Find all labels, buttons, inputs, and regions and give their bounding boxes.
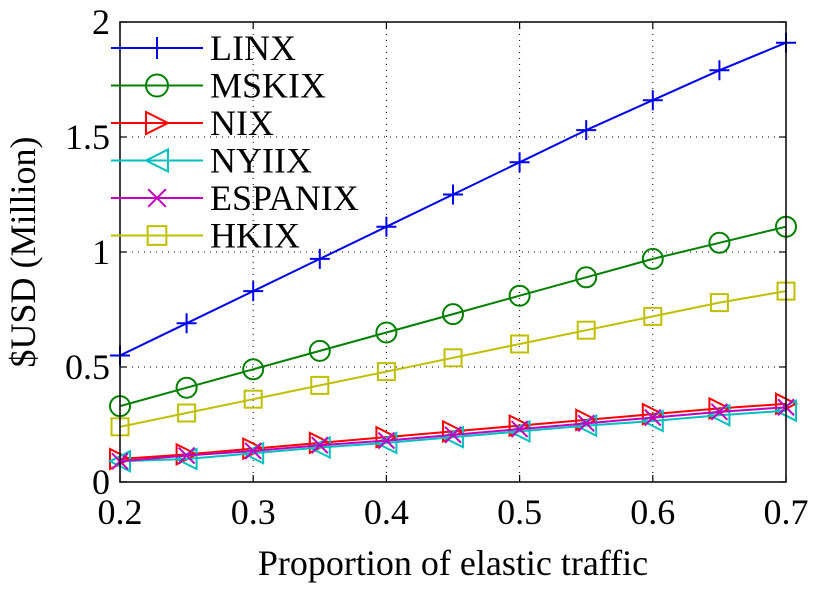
triangle-right-marker — [641, 402, 666, 426]
square-marker — [709, 293, 729, 313]
legend-item-espanix: ESPANIX — [111, 178, 359, 218]
x-marker — [444, 426, 462, 444]
triangle-left-marker — [707, 403, 731, 427]
y-tick-label: 0.5 — [65, 347, 110, 387]
legend-item-linx: LINX — [111, 28, 296, 68]
plus-marker — [176, 313, 197, 334]
x-tick-label: 0.6 — [630, 492, 675, 532]
series-line — [119, 409, 787, 463]
circle-marker — [708, 231, 731, 254]
circle-marker — [641, 247, 664, 270]
square-marker — [376, 362, 396, 382]
x-axis-label: Proportion of elastic traffic — [258, 543, 648, 583]
triangle-right-marker — [708, 396, 732, 421]
plus-marker — [309, 248, 330, 269]
triangle-left-marker — [240, 441, 265, 465]
x-tick-label: 0.7 — [764, 492, 809, 532]
triangle-right-marker — [145, 110, 171, 136]
x-tick-label: 0.4 — [364, 492, 409, 532]
series-mskix — [109, 215, 797, 418]
plus-marker — [709, 60, 730, 81]
y-axis-label: $USD (Million) — [3, 136, 43, 367]
legend-item-nyiix: NYIIX — [111, 141, 312, 181]
triangle-left-marker — [307, 435, 331, 460]
legend-label: MSKIX — [210, 66, 326, 106]
series-line — [119, 225, 787, 408]
y-tick-label: 1 — [92, 232, 110, 272]
legend-label: NYIIX — [210, 141, 312, 181]
x-tick-label: 0.5 — [497, 492, 542, 532]
square-marker — [310, 375, 330, 395]
x-marker — [577, 414, 595, 433]
square-marker — [643, 306, 663, 326]
square-marker — [576, 320, 596, 340]
triangle-left-marker — [440, 425, 464, 449]
legend-label: ESPANIX — [210, 178, 359, 218]
plus-marker — [509, 152, 530, 173]
circle-marker — [575, 266, 598, 289]
x-marker — [311, 436, 329, 454]
triangle-left-marker — [573, 414, 598, 438]
x-marker — [177, 446, 196, 465]
square-marker — [146, 225, 168, 246]
legend-label: LINX — [210, 28, 296, 68]
triangle-left-marker — [143, 147, 169, 174]
plus-marker — [443, 184, 463, 205]
axis-ticks: 0.2 0.3 0.4 0.5 0.6 0.7 0 0.5 1 1.5 2 — [65, 2, 809, 532]
y-tick-label: 2 — [92, 2, 110, 42]
legend-label: HKIX — [210, 216, 300, 256]
plus-marker — [376, 216, 397, 237]
x-marker — [147, 188, 167, 208]
x-marker — [710, 403, 729, 421]
triangle-left-marker — [507, 419, 531, 444]
series-line — [119, 290, 787, 428]
x-marker — [644, 408, 662, 427]
square-marker — [510, 334, 530, 354]
triangle-left-marker — [640, 409, 664, 433]
legend-item-nix: NIX — [111, 103, 274, 143]
y-tick-label: 0 — [92, 462, 110, 502]
x-marker — [244, 442, 262, 460]
x-marker — [377, 431, 396, 450]
legend-label: NIX — [210, 103, 274, 143]
x-marker — [510, 420, 529, 438]
circle-marker — [242, 358, 265, 381]
circle-marker — [375, 321, 398, 344]
triangle-left-marker — [174, 447, 198, 471]
series-espanix — [111, 398, 795, 471]
plus-marker — [243, 281, 264, 302]
square-marker — [443, 348, 463, 368]
circle-marker — [308, 339, 331, 362]
x-tick-label: 0.2 — [98, 492, 143, 532]
series-hkix — [110, 281, 796, 437]
plus-marker — [146, 37, 168, 59]
circle-marker — [508, 284, 531, 307]
square-marker — [177, 403, 197, 423]
x-tick-label: 0.3 — [231, 492, 276, 532]
legend-item-hkix: HKIX — [111, 216, 300, 256]
plus-marker — [576, 120, 597, 141]
triangle-left-marker — [374, 431, 398, 455]
y-tick-label: 1.5 — [65, 117, 110, 157]
circle-marker — [145, 73, 169, 98]
circle-marker — [442, 303, 464, 326]
circle-marker — [175, 376, 198, 399]
series-layer — [107, 32, 799, 473]
square-marker — [243, 389, 263, 409]
legend-item-mskix: MSKIX — [111, 66, 326, 106]
plus-marker — [642, 90, 663, 111]
